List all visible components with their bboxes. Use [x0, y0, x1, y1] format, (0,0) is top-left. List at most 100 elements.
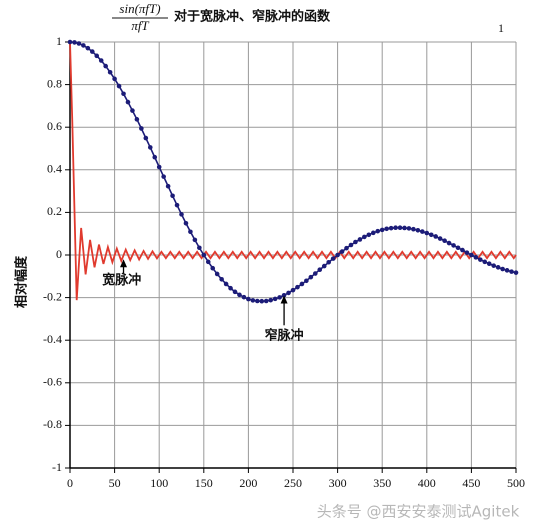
- series-marker: [357, 237, 363, 242]
- series-marker: [197, 245, 202, 251]
- series-marker: [460, 247, 465, 253]
- series-marker: [406, 226, 412, 231]
- series-marker: [509, 269, 514, 274]
- series-marker: [469, 252, 474, 258]
- series-marker: [139, 126, 144, 131]
- x-tick-label: 0: [67, 476, 73, 490]
- series-marker: [491, 263, 497, 268]
- series-marker: [259, 298, 265, 304]
- series-marker: [513, 270, 519, 275]
- series-marker: [286, 290, 291, 296]
- x-tick-label: 50: [109, 476, 121, 490]
- series-marker: [116, 83, 122, 89]
- x-tick-label: 300: [329, 476, 347, 490]
- chart-title: 对于宽脉冲、窄脉冲的函数: [174, 9, 331, 25]
- series-marker: [161, 174, 166, 179]
- y-tick-label: 0.6: [47, 119, 62, 133]
- x-tick-label: 450: [462, 476, 480, 490]
- series-marker: [353, 239, 358, 245]
- series-marker: [143, 135, 149, 141]
- y-tick-label: 0.2: [47, 204, 62, 218]
- series-marker: [478, 257, 483, 262]
- series-marker: [317, 267, 323, 272]
- series-marker: [103, 63, 108, 69]
- series-marker: [442, 238, 447, 244]
- series-marker: [455, 245, 461, 251]
- series-marker: [210, 265, 216, 271]
- y-tick-label: 0: [56, 247, 62, 261]
- series-marker: [393, 225, 398, 231]
- y-tick-label: 0.8: [47, 76, 62, 90]
- series-marker: [179, 212, 184, 217]
- page-number: 1: [498, 21, 504, 35]
- x-tick-label: 150: [195, 476, 213, 490]
- series-marker: [241, 294, 247, 300]
- series-marker: [397, 225, 403, 231]
- series-marker: [81, 43, 86, 48]
- series-marker: [308, 274, 314, 280]
- series-marker: [76, 41, 82, 46]
- series-marker: [330, 256, 336, 261]
- y-tick-label: -1: [52, 460, 62, 474]
- series-marker: [85, 45, 91, 51]
- series-marker: [339, 249, 345, 254]
- series-marker: [205, 259, 211, 265]
- series-marker: [299, 281, 305, 287]
- series-marker: [366, 232, 372, 238]
- series-marker: [375, 228, 381, 234]
- series-marker: [272, 296, 278, 302]
- series-marker: [219, 276, 224, 282]
- series-marker: [504, 268, 510, 273]
- x-tick-label: 200: [239, 476, 257, 490]
- y-tick-label: -0.6: [43, 375, 62, 389]
- series-marker: [424, 230, 430, 236]
- annotation-arrowhead: [280, 295, 288, 304]
- series-marker: [486, 261, 492, 267]
- series-marker: [125, 99, 131, 105]
- title-numerator: sin(πfT): [119, 1, 160, 16]
- series-marker: [152, 154, 158, 160]
- series-marker: [415, 227, 421, 233]
- series-marker: [344, 245, 349, 251]
- series-marker: [402, 225, 407, 231]
- series-marker: [174, 202, 180, 208]
- series-marker: [121, 91, 126, 97]
- y-axis-label: 相对幅度: [14, 255, 30, 308]
- series-marker: [107, 69, 113, 75]
- series-marker: [411, 226, 416, 232]
- x-tick-label: 250: [284, 476, 302, 490]
- y-tick-label: 1: [56, 34, 62, 48]
- series-marker: [130, 108, 135, 113]
- series-marker: [326, 259, 331, 265]
- series-marker: [170, 193, 175, 199]
- series-marker: [228, 285, 233, 291]
- series-line: [69, 41, 517, 301]
- series-marker: [304, 278, 309, 284]
- series-marker: [437, 236, 443, 241]
- series-marker: [67, 39, 73, 45]
- series-marker: [277, 295, 282, 300]
- x-tick-label: 350: [373, 476, 391, 490]
- series-marker: [147, 145, 153, 150]
- series-marker: [98, 58, 104, 63]
- series-marker: [246, 296, 251, 302]
- series-marker: [370, 230, 376, 236]
- series-marker: [72, 40, 77, 45]
- y-tick-label: -0.8: [43, 417, 62, 431]
- series-marker: [263, 298, 269, 304]
- series-marker: [156, 164, 162, 170]
- series-marker: [192, 237, 198, 243]
- x-tick-label: 500: [507, 476, 525, 490]
- series-marker: [388, 225, 394, 231]
- series-marker: [464, 250, 470, 255]
- series-marker: [420, 229, 425, 234]
- series-marker: [290, 287, 296, 293]
- series-marker: [250, 298, 256, 303]
- series-marker: [451, 243, 456, 248]
- series-marker: [362, 234, 367, 240]
- series-marker: [134, 117, 140, 122]
- series-marker: [223, 281, 229, 287]
- series-marker: [446, 240, 452, 246]
